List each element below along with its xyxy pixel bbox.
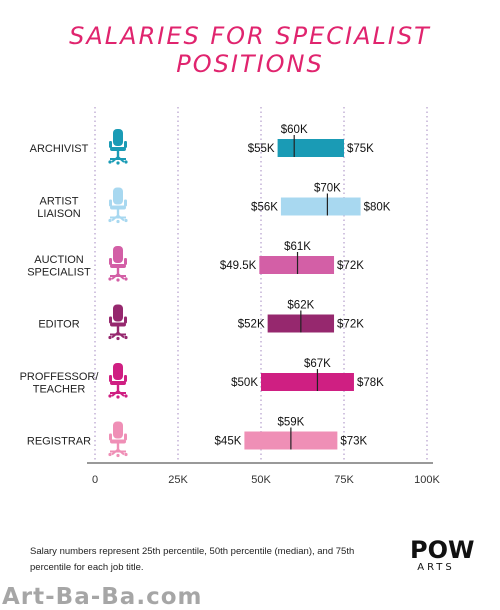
footnote: Salary numbers represent 25th percentile… (30, 546, 355, 573)
p25-label-4: $50K (231, 377, 258, 389)
bar-2 (259, 256, 335, 274)
p25-label-5: $45K (215, 436, 242, 448)
category-label-0: ARCHIVIST (30, 143, 89, 155)
bar-1 (280, 197, 361, 216)
logo-main-text: POW (410, 536, 475, 564)
office-chair-icon (108, 363, 128, 399)
category-label-1: ARTIST LIAISON (37, 195, 80, 220)
office-chair-icon (108, 246, 128, 282)
p75-label-0: $75K (347, 143, 374, 155)
office-chair-icon (108, 421, 128, 458)
x-tick-label-4: 100K (414, 474, 440, 486)
p75-label-1: $80K (364, 202, 391, 214)
salary-range-chart: 0 25K 50K 75K 100K ARCHIVIST $55K $75K $60K ARTIS… (20, 107, 441, 486)
p25-label-1: $56K (251, 202, 278, 214)
category-label-5: REGISTRAR (27, 436, 91, 448)
office-chair-icon (108, 304, 128, 341)
p75-label-4: $78K (357, 377, 384, 389)
logo-sub-text: ARTS (417, 562, 455, 573)
bar-4 (261, 373, 354, 391)
median-label-1: $70K (314, 183, 341, 195)
x-tick-label-2: 50K (251, 474, 271, 486)
median-label-4: $67K (304, 358, 331, 370)
pow-arts-logo: POW ARTS (410, 536, 475, 574)
x-tick-label-3: 75K (334, 474, 354, 486)
p75-label-5: $73K (340, 436, 367, 448)
median-label-2: $61K (284, 241, 311, 253)
category-label-2: AUCTION SPECIALIST (27, 254, 91, 279)
median-label-0: $60K (281, 124, 308, 136)
median-label-3: $62K (287, 300, 314, 312)
category-label-4: PROFFESSOR/TEACHER (20, 371, 100, 396)
p75-label-2: $72K (337, 260, 364, 272)
p25-label-3: $52K (238, 319, 265, 331)
x-tick-label-1: 25K (168, 474, 188, 486)
p25-label-2: $49.5K (220, 260, 257, 272)
watermark: Art-Ba-Ba.com (2, 584, 203, 610)
category-label-3: EDITOR (38, 319, 79, 331)
x-tick-label-0: 0 (92, 474, 98, 486)
office-chair-icon (108, 187, 128, 224)
chart-title-line2: POSITIONS (176, 50, 324, 78)
bar-0 (277, 139, 344, 157)
chart-title-line1: SALARIES FOR SPECIALIST (69, 22, 431, 50)
p75-label-3: $72K (337, 319, 364, 331)
p25-label-0: $55K (248, 143, 275, 155)
office-chair-icon (108, 129, 128, 165)
median-label-5: $59K (277, 417, 304, 429)
